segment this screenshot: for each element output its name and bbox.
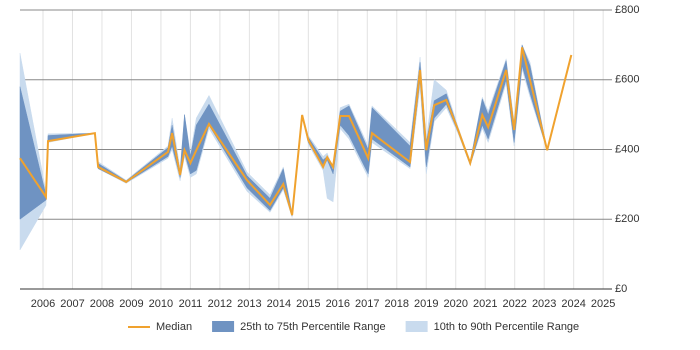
x-tick-label: 2024 (561, 298, 585, 310)
x-tick-label: 2016 (326, 298, 350, 310)
legend-label: Median (156, 321, 192, 333)
y-tick-label: £600 (615, 74, 639, 86)
y-tick-label: £200 (615, 213, 639, 225)
x-tick-label: 2023 (532, 298, 556, 310)
x-tick-label: 2025 (591, 298, 615, 310)
median-line (19, 47, 573, 216)
legend-label: 10th to 90th Percentile Range (434, 321, 580, 333)
x-tick-label: 2012 (208, 298, 232, 310)
y-tick-label: £0 (615, 283, 627, 295)
x-tick-label: 2006 (31, 298, 55, 310)
x-tick-label: 2019 (414, 298, 438, 310)
x-tick-label: 2015 (296, 298, 320, 310)
y-tick-label: £800 (615, 4, 639, 16)
legend-label: 25th to 75th Percentile Range (240, 321, 386, 333)
x-tick-label: 2010 (149, 298, 173, 310)
y-tick-label: £400 (615, 143, 639, 155)
x-tick-label: 2014 (267, 298, 291, 310)
x-tick-label: 2020 (444, 298, 468, 310)
x-tick-label: 2022 (502, 298, 526, 310)
legend-swatch (212, 321, 235, 332)
x-tick-label: 2011 (179, 298, 203, 310)
x-tick-label: 2009 (119, 298, 143, 310)
percentile-band (19, 44, 572, 220)
legend-swatch (405, 321, 428, 332)
x-tick-label: 2013 (237, 298, 261, 310)
x-tick-label: 2008 (90, 298, 114, 310)
x-tick-label: 2017 (355, 298, 379, 310)
x-tick-label: 2007 (60, 298, 84, 310)
x-tick-label: 2021 (473, 298, 497, 310)
x-tick-label: 2018 (385, 298, 409, 310)
